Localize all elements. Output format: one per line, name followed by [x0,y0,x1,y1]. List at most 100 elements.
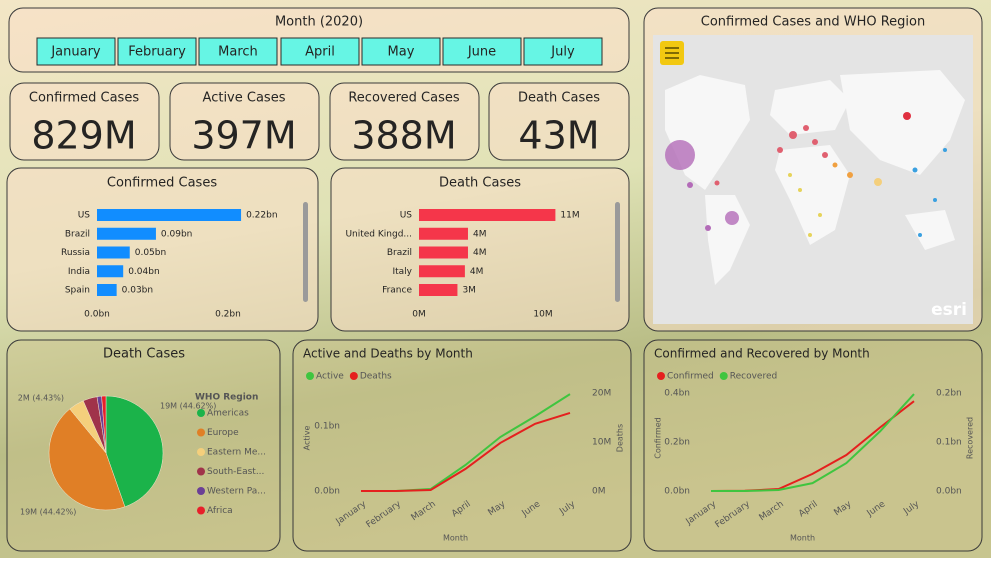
chart-panel [6,167,319,332]
x-axis-title: Month [443,534,468,543]
x-tick-label: 0M [412,310,426,320]
map-bubble [665,112,947,237]
legend-label[interactable]: Europe [207,428,239,438]
x-tick-label: 10M [533,310,552,320]
bar[interactable] [97,227,156,240]
card-value: 829M [31,114,136,158]
slicer-button[interactable] [117,37,197,66]
pie-slice[interactable] [105,395,164,508]
card-panel [488,82,630,161]
legend-label[interactable]: Africa [207,506,233,516]
bar[interactable] [419,209,556,221]
slicer-button[interactable] [361,37,441,66]
bar[interactable] [97,265,124,278]
legend-label[interactable]: Deaths [360,372,392,382]
legend-marker [657,372,665,380]
data-label: 0.03bn [122,286,153,296]
legend-label[interactable]: Recovered [730,372,777,382]
map-title: Confirmed Cases and WHO Region [701,15,925,30]
legend-title: WHO Region [195,393,258,403]
y-axis-title: Active [303,426,312,451]
y-tick-label: 0.1bn [936,438,962,448]
card-label: Recovered Cases [348,91,459,106]
bar[interactable] [419,227,468,240]
y-tick-label: Italy [392,267,412,277]
card-label: Active Cases [203,91,286,106]
chart-title: Active and Deaths by Month [303,347,473,361]
bar[interactable] [97,284,117,296]
y-tick-label: 0.1bn [314,421,340,431]
data-label: 2M (4.43%) [18,394,64,403]
pie-slice[interactable] [48,408,126,511]
card-panel [9,82,160,161]
line[interactable] [711,393,915,492]
y-axis-title: Confirmed [654,417,663,459]
scrollbar[interactable] [615,202,620,302]
card-value: 43M [518,114,599,158]
bar[interactable] [419,265,465,278]
card-label: Death Cases [518,91,600,106]
card-value: 388M [351,114,456,158]
legend-marker [719,372,728,380]
y-tick-label: 0.0bn [314,487,340,497]
y2-axis-title: Deaths [616,424,625,452]
slicer-item: January [50,45,101,60]
legend-label[interactable]: South-East... [207,467,264,477]
data-label: 11M [560,211,579,221]
slicer-title: Month (2020) [275,15,363,30]
chart-panel [292,339,632,552]
x-tick-label: 0.0bn [84,310,110,320]
legend-label[interactable]: Western Pa... [207,487,266,497]
data-label: 4M [473,248,487,258]
y-tick-label: 20M [592,388,611,398]
y-tick-label: India [68,267,90,277]
legend-marker [197,506,205,515]
card-panel [329,82,480,161]
y-tick-label: 0.0bn [664,487,690,497]
legend-marker [197,409,205,417]
slicer-item: June [467,45,496,60]
bar[interactable] [97,246,130,259]
data-label: 0.22bn [246,211,277,221]
line[interactable] [361,412,571,492]
scrollbar[interactable] [303,202,308,302]
pie-slice[interactable] [101,395,107,454]
legend-label[interactable]: Active [316,372,344,382]
data-label: 4M [470,267,484,277]
slicer-button[interactable] [198,37,278,66]
y-tick-label: 0.4bn [664,389,690,399]
slicer-item: April [305,45,335,60]
chart-title: Death Cases [439,176,521,191]
slicer-button[interactable] [36,37,116,66]
y-tick-label: Brazil [65,229,90,239]
chart-title: Confirmed Cases [107,176,217,191]
slicer-button[interactable] [442,37,522,66]
bar[interactable] [419,246,468,259]
data-label: 0.05bn [135,248,166,258]
legend-label[interactable]: Confirmed [667,372,714,382]
y-tick-label: France [382,286,412,296]
chart-title: Confirmed and Recovered by Month [654,347,870,361]
y-tick-label: Brazil [387,248,412,258]
y-tick-label: 0.2bn [664,438,690,448]
y-tick-label: 10M [592,437,611,447]
y-tick-label: US [78,211,91,221]
y-tick-label: 0.0bn [936,487,962,497]
slicer-item: February [128,45,186,60]
bar[interactable] [97,209,242,221]
x-tick-label: 0.2bn [215,310,241,320]
y-tick-label: Russia [61,248,90,258]
slicer-button[interactable] [280,37,360,66]
data-label: 4M [473,229,487,239]
data-label: 0.04bn [128,267,159,277]
bar[interactable] [419,284,458,296]
legend-marker [197,487,205,495]
legend-label[interactable]: Americas [207,409,249,419]
legend-label[interactable]: Eastern Me... [207,448,266,458]
slicer-item: July [550,45,575,60]
chart-panel [330,167,630,332]
data-label: 19M (44.62%) [160,402,216,411]
legend-marker [197,467,205,476]
legend-marker [306,372,314,380]
slicer-button[interactable] [523,37,603,66]
